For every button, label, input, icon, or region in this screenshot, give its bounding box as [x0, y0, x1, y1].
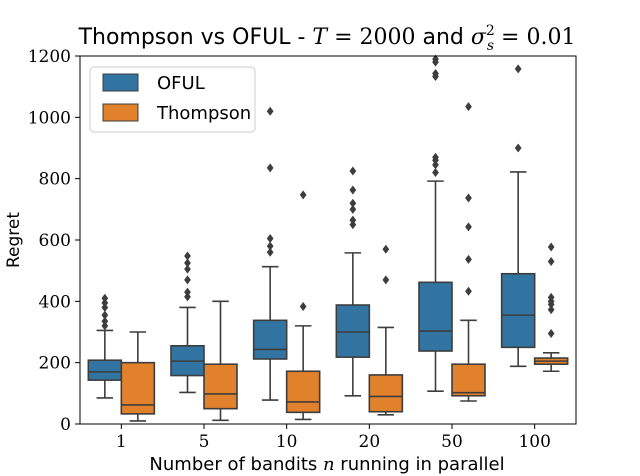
flier-oful-20-5 [349, 166, 357, 176]
flier-thompson-50-3 [465, 193, 472, 203]
series-thompson [120, 102, 569, 422]
flier-oful-5-2 [184, 275, 191, 285]
box-thompson-10 [285, 370, 321, 414]
flier-oful-1-1 [101, 316, 109, 326]
chart-title: Thompson vs OFUL - T = 2000 and σ2 s = 0.… [78, 23, 576, 54]
title-sigma-sub: s [487, 38, 494, 54]
x-label-var: n [323, 454, 335, 475]
y-tick-label-800: 800 [39, 170, 71, 190]
box-oful-100 [500, 272, 536, 349]
flier-oful-1-5 [101, 293, 109, 303]
flier-thompson-100-0 [547, 329, 555, 339]
box-thompson-20 [368, 374, 404, 413]
flier-oful-20-2 [349, 204, 357, 214]
flier-oful-10-0 [266, 247, 274, 257]
box-thompson-1 [120, 361, 156, 415]
flier-oful-5-4 [184, 258, 191, 268]
y-tick-label-0: 0 [60, 415, 71, 435]
flier-thompson-100-6 [547, 242, 555, 252]
box-oful-10 [252, 319, 288, 360]
legend-swatch-thompson [102, 103, 139, 122]
flier-thompson-50-4 [465, 102, 472, 112]
flier-thompson-100-5 [547, 256, 555, 266]
box-thompson-5 [203, 363, 238, 410]
flier-oful-50-3 [432, 152, 439, 162]
box-oful-20 [335, 304, 371, 358]
flier-thompson-100-4 [547, 292, 555, 302]
x-tick-label-1: 1 [116, 432, 127, 452]
flier-thompson-10-0 [299, 302, 307, 312]
y-tick-label-1000: 1000 [28, 108, 71, 128]
x-label-after: running in parallel [335, 454, 505, 475]
x-label-before: Number of bandits [149, 454, 323, 475]
box-thompson-50 [451, 363, 486, 397]
title-sigma: σ [471, 25, 487, 50]
flier-thompson-10-1 [299, 190, 307, 200]
x-tick-label-10: 10 [276, 432, 298, 452]
flier-thompson-50-0 [465, 286, 472, 296]
flier-oful-20-4 [349, 185, 357, 195]
y-tick-label-1200: 1200 [28, 47, 71, 67]
flier-thompson-100-1 [547, 305, 555, 315]
x-tick-label-100: 100 [518, 432, 550, 452]
box-oful-1 [87, 359, 123, 381]
flier-oful-5-5 [184, 251, 191, 261]
box-oful-50 [418, 281, 453, 352]
x-tick-label-50: 50 [441, 432, 463, 452]
series-oful [87, 54, 536, 401]
flier-oful-1-4 [101, 298, 109, 308]
flier-thompson-20-1 [382, 244, 390, 254]
flier-oful-10-1 [266, 241, 274, 251]
flier-oful-20-0 [349, 220, 357, 230]
flier-thompson-20-0 [382, 275, 390, 285]
flier-oful-10-4 [266, 106, 274, 116]
flier-oful-20-1 [349, 215, 357, 225]
x-axis-label: Number of bandits n running in parallel [149, 454, 504, 475]
legend-label-thompson: Thompson [156, 103, 251, 124]
flier-oful-5-1 [184, 287, 191, 297]
flier-oful-50-7 [432, 54, 439, 64]
title-prefix: Thompson vs OFUL - [78, 25, 313, 50]
flier-oful-10-2 [266, 233, 274, 243]
flier-oful-50-5 [432, 68, 439, 78]
x-tick-label-20: 20 [359, 432, 381, 452]
title-t-eq: = 2000 [327, 25, 415, 50]
axes: 0 200 400 600 800 1000 1200 1 5 10 20 50 100 [28, 47, 577, 452]
flier-oful-100-0 [514, 143, 522, 153]
flier-oful-50-0 [432, 168, 439, 178]
flier-oful-50-1 [432, 160, 439, 170]
legend: OFUL Thompson [89, 66, 256, 133]
flier-oful-20-3 [349, 198, 357, 208]
title-sigma-eq: = 0.01 [494, 25, 575, 50]
flier-oful-1-0 [101, 321, 109, 331]
flier-oful-5-0 [184, 292, 191, 302]
flier-oful-100-1 [514, 64, 522, 74]
flier-oful-10-3 [266, 163, 274, 173]
flier-thompson-50-2 [465, 222, 472, 232]
legend-label-oful: OFUL [157, 73, 205, 94]
flier-thompson-50-1 [465, 254, 472, 264]
title-middle: and [416, 25, 471, 50]
plot-area [87, 54, 569, 422]
title-sigma-sup: 2 [486, 23, 495, 39]
flier-oful-1-2 [101, 310, 109, 320]
x-tick-label-5: 5 [199, 432, 210, 452]
flier-oful-1-3 [101, 302, 109, 312]
y-tick-label-200: 200 [39, 354, 71, 374]
flier-oful-5-3 [184, 264, 191, 274]
y-tick-label-400: 400 [39, 292, 71, 312]
y-axis-label: Regret [4, 212, 24, 268]
title-t-var: T [312, 25, 329, 50]
legend-swatch-oful [102, 73, 139, 92]
y-tick-label-600: 600 [39, 231, 71, 251]
